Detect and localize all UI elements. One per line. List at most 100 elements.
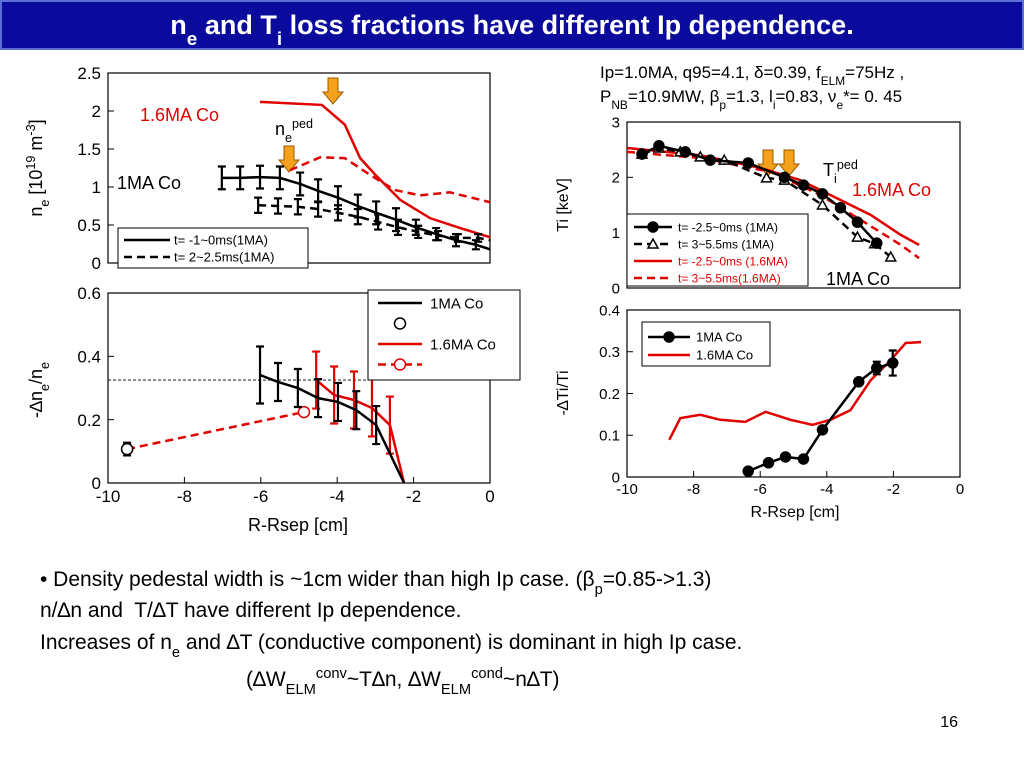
text-run: • Density pedestal width is ~1cm wider t… (40, 568, 595, 591)
marker (636, 148, 648, 160)
text-run: ped (837, 158, 858, 172)
x-tick-label: -10 (96, 487, 121, 506)
y-axis-label: Ti [keV] (555, 178, 572, 232)
chart: 0 0.1 0.2 0.3 0.4 -10 -8 -6 -4 -2 0 1MA Co 1.6MA Co (599, 302, 964, 498)
error-bar (256, 164, 265, 190)
text-run: ] (26, 119, 46, 124)
text-run: Ip=1.0MA, q95=4.1, δ=0.39, f (600, 63, 821, 82)
x-axis-label: R-Rsep [cm] (751, 504, 840, 521)
text-run: cond (471, 666, 503, 682)
error-bar (330, 365, 339, 425)
error-bar (353, 193, 362, 219)
legend-marker (663, 331, 675, 343)
error-bar (236, 165, 245, 191)
x-tick-label: 0 (956, 481, 964, 498)
legend-label: 1MA Co (430, 295, 483, 312)
y-tick-label: 0 (612, 469, 620, 486)
x-tick-label: -2 (406, 487, 421, 506)
error-bar (432, 226, 441, 242)
error-bar (296, 171, 305, 197)
marker (742, 465, 754, 477)
legend-marker (393, 358, 407, 371)
series (312, 350, 406, 484)
annotation: 1.6MA Co (140, 105, 219, 125)
series (636, 140, 883, 249)
text-run: n (275, 119, 285, 139)
legend-marker (393, 317, 407, 330)
chart: 0 1 2 3 t= -2.5~0ms (1MA) t= 3~5.5ms (1MA) t= … (612, 114, 961, 297)
text-run: ped (292, 117, 313, 131)
text-run: e (836, 98, 843, 112)
marker (778, 171, 791, 184)
error-bar (471, 239, 480, 251)
text-run: 1MA Co (117, 173, 181, 193)
error-bar (273, 197, 282, 215)
x-tick-label: -2 (887, 481, 900, 498)
series-line (259, 100, 491, 239)
legend-marker (647, 221, 659, 233)
marker (797, 179, 810, 191)
y-tick-label: 0.4 (599, 302, 620, 319)
y-axis-label: ne [1019 m-3] (24, 119, 52, 216)
text-run: (∆W (246, 668, 286, 691)
text-run: p (595, 582, 603, 598)
legend-box (641, 321, 771, 367)
text-run: P (600, 87, 611, 106)
y-tick-label: 0.1 (599, 428, 620, 445)
y-tick-label: 0 (612, 280, 620, 297)
x-tick-label: -6 (754, 481, 767, 498)
text-run: e (38, 362, 52, 369)
text-run: =75Hz , (845, 63, 904, 82)
plot-frame (107, 292, 491, 484)
y-axis-label: -∆ne/ne (26, 362, 52, 418)
text-run: and T (197, 10, 277, 40)
marker (704, 154, 716, 166)
series (120, 441, 134, 457)
bullet-text: n/∆n and T/∆T have different Ip dependen… (40, 599, 462, 622)
error-bar (333, 381, 342, 423)
marker (742, 157, 754, 169)
text-run: *= 0. 45 (843, 87, 902, 106)
error-bar (372, 200, 381, 226)
text-run: -∆n (26, 391, 46, 418)
marker (834, 202, 847, 214)
text-run: 19 (24, 156, 38, 170)
chart: 0 0.2 0.4 0.6 -10 -8 -6 -4 -2 0 1MA Co 1.6MA Co (77, 284, 521, 506)
y-tick-label: 0.2 (599, 386, 620, 403)
text-run: i (834, 172, 837, 186)
text-run: [10 (26, 170, 46, 200)
y-tick-label: 0.5 (77, 216, 101, 235)
x-axis-label: R-Rsep [cm] (248, 515, 348, 535)
x-tick-label: 0 (485, 487, 494, 506)
marker (762, 457, 775, 469)
legend-marker (393, 317, 407, 330)
text-run: e (38, 200, 52, 207)
text-run: m (26, 136, 46, 156)
legend-label: 1.6MA Co (696, 348, 753, 363)
text-run: =0.83, ν (775, 87, 836, 106)
legend-label: t= -2.5~0ms (1MA) (678, 220, 778, 234)
error-bar (392, 207, 401, 233)
legend-label: t= -1~0ms(1MA) (174, 233, 268, 248)
y-tick-label: 1.5 (77, 140, 101, 159)
y-tick-label: 2.5 (77, 64, 101, 83)
legend-label: t= -2.5~0ms (1.6MA) (678, 254, 788, 268)
text-run: ELM (441, 682, 471, 698)
legend-label: t= 3~5.5ms (1MA) (678, 237, 774, 251)
x-tick-label: -4 (330, 487, 345, 506)
x-tick-label: -6 (253, 487, 268, 506)
annotation: Tiped (823, 158, 858, 186)
text-run: Increases of n (40, 631, 172, 654)
y-tick-label: 2 (612, 170, 620, 187)
marker (871, 237, 883, 249)
error-bar (217, 165, 226, 191)
text-run: -3 (24, 124, 38, 135)
text-run: n (170, 10, 187, 40)
error-bar (273, 361, 282, 403)
text-run: and ∆T (conductive component) is dominan… (180, 631, 742, 654)
legend-marker (646, 237, 660, 249)
chart-subtitle: PNB=10.9MW, βp=1.3, li=0.83, νe*= 0. 45 (600, 87, 902, 112)
text-run: n (26, 207, 46, 217)
page-number: 16 (940, 714, 958, 731)
